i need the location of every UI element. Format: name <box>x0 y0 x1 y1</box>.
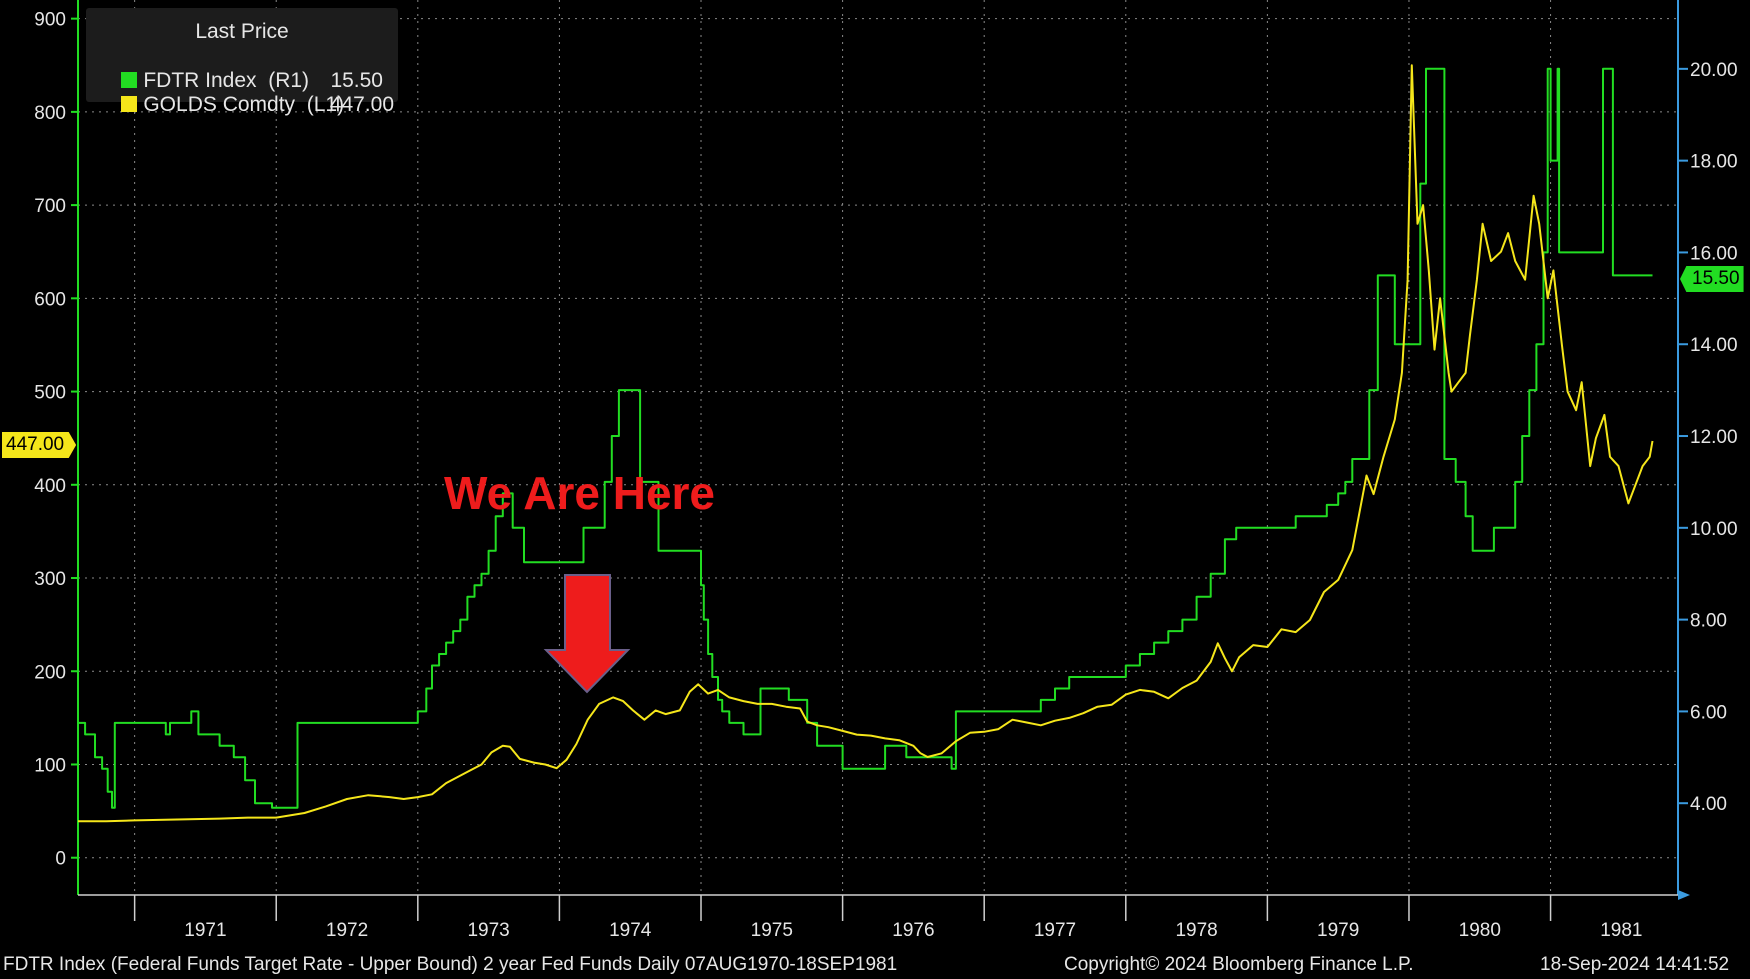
x-tick-label: 1979 <box>1317 920 1359 941</box>
legend-label: GOLDS Comdty (L1) <box>143 93 345 116</box>
left-tick-label: 700 <box>34 196 66 217</box>
legend-swatch-yellow <box>121 96 138 112</box>
right-tick-label: 10.00 <box>1690 519 1738 540</box>
left-last-price-tag: 447.00 <box>2 432 77 458</box>
down-arrow-icon <box>543 574 631 694</box>
legend-label: FDTR Index (R1) <box>143 69 310 92</box>
left-tick-label: 100 <box>34 755 66 776</box>
left-tick-label: 300 <box>34 569 66 590</box>
x-tick-label: 1981 <box>1600 920 1642 941</box>
legend-value: 447.00 <box>329 93 394 116</box>
left-tick-label: 600 <box>34 289 66 310</box>
right-tick-label: 12.00 <box>1690 427 1738 448</box>
right-tick-label: 8.00 <box>1690 611 1727 632</box>
legend-box: Last Price FDTR Index (R1) 15.50 GOLDS Co… <box>86 8 398 116</box>
left-tick-label: 500 <box>34 383 66 404</box>
axes: 0 100 200 300 400 500 600 700 800 900 4.00 6.00 8.00… <box>34 0 1738 941</box>
series-line-golds-comdty <box>78 64 1654 823</box>
x-tick-label: 1971 <box>184 920 226 941</box>
footer-copyright: Copyright© 2024 Bloomberg Finance L.P. <box>1064 954 1414 975</box>
legend-header: Last Price <box>195 20 289 43</box>
footer-description: FDTR Index (Federal Funds Target Rate - … <box>3 954 898 975</box>
left-tick-label: 200 <box>34 662 66 683</box>
left-tick-label: 400 <box>34 476 66 497</box>
right-tick-label: 20.00 <box>1690 60 1738 81</box>
right-tick-label: 4.00 <box>1690 794 1727 815</box>
left-tick-label: 0 <box>55 849 66 870</box>
legend-value: 15.50 <box>330 69 383 92</box>
right-tick-label: 18.00 <box>1690 152 1738 173</box>
legend-item-golds: GOLDS Comdty (L1) 447.00 <box>98 69 394 141</box>
right-tick-label: 16.00 <box>1690 243 1738 264</box>
right-last-price-tag: 15.50 <box>1680 266 1744 292</box>
x-tick-label: 1978 <box>1175 920 1217 941</box>
left-tick-label: 900 <box>34 10 66 31</box>
x-tick-label: 1976 <box>892 920 934 941</box>
right-tick-label: 6.00 <box>1690 702 1727 723</box>
legend-swatch-green <box>121 72 138 88</box>
left-tick-label: 800 <box>34 103 66 124</box>
x-tick-label: 1974 <box>609 920 652 941</box>
right-tick-label: 14.00 <box>1690 335 1738 356</box>
x-tick-label: 1972 <box>326 920 368 941</box>
x-tick-label: 1973 <box>467 920 509 941</box>
footer-timestamp: 18-Sep-2024 14:41:52 <box>1540 954 1730 975</box>
right-axis-arrow <box>1678 890 1690 900</box>
series-line-fdtr-index <box>78 67 1653 809</box>
legend-item-fdtr: FDTR Index (R1) 15.50 <box>98 45 383 117</box>
annotation-text: We Are Here <box>444 467 716 519</box>
x-tick-label: 1975 <box>751 920 793 941</box>
x-tick-label: 1977 <box>1034 920 1076 941</box>
x-tick-label: 1980 <box>1459 920 1501 941</box>
series-lines <box>78 64 1654 823</box>
